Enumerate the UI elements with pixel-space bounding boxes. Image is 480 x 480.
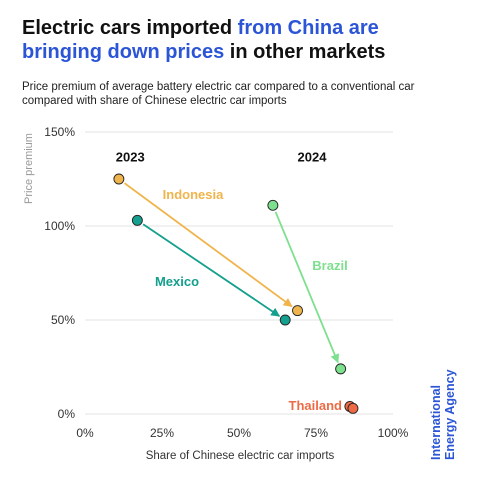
- arrow-indonesia: [123, 182, 293, 308]
- point-brazil-2023: [267, 199, 279, 211]
- x-tick-label-100: 100%: [378, 426, 409, 440]
- series-label-mexico: Mexico: [155, 274, 199, 289]
- iea-logo-text: International Energy Agency: [429, 369, 457, 460]
- chart-title: Electric cars imported from China are br…: [22, 16, 462, 64]
- point-thailand-2024: [347, 402, 359, 414]
- x-tick-label-50: 50%: [227, 426, 251, 440]
- x-tick-label-75: 75%: [304, 426, 328, 440]
- x-tick-label-0: 0%: [76, 426, 94, 440]
- year-label-2023: 2023: [116, 149, 145, 164]
- arrow-mexico: [142, 223, 281, 317]
- point-indonesia-2024: [292, 305, 303, 317]
- point-mexico-2024: [279, 314, 291, 326]
- chart-subtitle: Price premium of average battery electri…: [22, 81, 415, 107]
- point-mexico-2023: [131, 214, 143, 226]
- title-part-1: Electric cars imported: [22, 17, 238, 39]
- y-tick-label-50: 50%: [51, 313, 75, 327]
- title-highlight: from China are bringing down prices: [22, 17, 379, 63]
- series-label-brazil: Brazil: [312, 258, 347, 273]
- y-tick-label-100: 100%: [44, 219, 75, 233]
- y-tick-label-0: 0%: [58, 407, 76, 421]
- point-brazil-2024: [335, 363, 347, 375]
- x-axis-label: Share of Chinese electric car imports: [146, 450, 335, 462]
- series-label-thailand: Thailand: [289, 398, 343, 413]
- arrow-brazil: [274, 211, 340, 364]
- year-label-2024: 2024: [298, 149, 328, 164]
- title-part-2: in other markets: [224, 41, 386, 63]
- x-tick-label-25: 25%: [150, 426, 174, 440]
- brand-line-1: International: [429, 384, 443, 460]
- point-indonesia-2023: [113, 173, 125, 185]
- y-axis-label: Price premium: [23, 133, 35, 204]
- series-label-indonesia: Indonesia: [163, 187, 224, 202]
- brand-line-2: Energy Agency: [443, 369, 457, 460]
- y-tick-label-150: 150%: [44, 125, 75, 139]
